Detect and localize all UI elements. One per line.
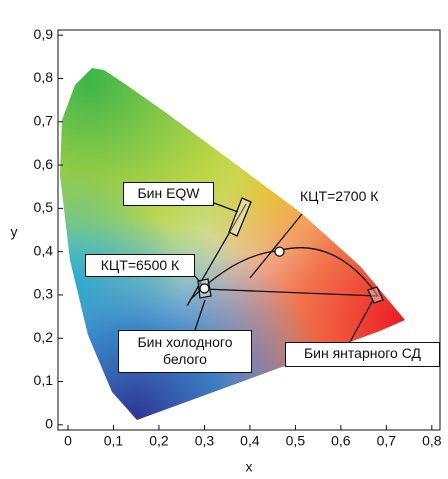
point — [274, 246, 285, 257]
annotation: КЦТ=2700 К — [298, 188, 381, 204]
y-tick-label: 0,4 — [34, 242, 54, 258]
annotation: Бин холодного белого — [118, 330, 252, 373]
x-tick-label: 0,5 — [286, 433, 306, 449]
y-tick-label: 0,5 — [34, 199, 54, 215]
y-tick-label: 0,1 — [34, 372, 54, 388]
leader-line — [349, 299, 374, 343]
y-tick-label: 0 — [45, 416, 53, 432]
tie-line — [203, 288, 379, 297]
x-tick-label: 0,3 — [195, 433, 215, 449]
bin-eqw — [228, 197, 252, 237]
leader-line — [213, 202, 239, 213]
iso-line — [249, 213, 303, 279]
bins — [197, 197, 384, 304]
x-tick-label: 0 — [64, 433, 72, 449]
point — [199, 283, 210, 294]
x-tick-label: 0,6 — [331, 433, 351, 449]
x-tick-label: 0,1 — [104, 433, 124, 449]
y-tick-label: 0,6 — [34, 156, 54, 172]
x-tick-label: 0,7 — [377, 433, 397, 449]
iso-line — [186, 203, 247, 307]
x-axis-label: x — [246, 459, 253, 475]
bin-amber — [367, 286, 384, 304]
annotation: КЦТ=6500 К — [85, 254, 195, 277]
leader-line — [194, 299, 206, 331]
y-tick-label: 0,9 — [34, 26, 54, 42]
y-tick-label: 0,7 — [34, 112, 54, 128]
x-tick-label: 0,2 — [149, 433, 169, 449]
annotation: Бин янтарного СД — [285, 342, 440, 367]
x-tick-label: 0,8 — [422, 433, 442, 449]
guide-lines — [186, 202, 379, 343]
y-tick-label: 0,2 — [34, 329, 54, 345]
y-axis-label: y — [11, 224, 18, 240]
annotation: Бин EQW — [123, 182, 214, 206]
x-tick-label: 0,4 — [240, 433, 260, 449]
y-tick-label: 0,3 — [34, 286, 54, 302]
y-tick-label: 0,8 — [34, 69, 54, 85]
